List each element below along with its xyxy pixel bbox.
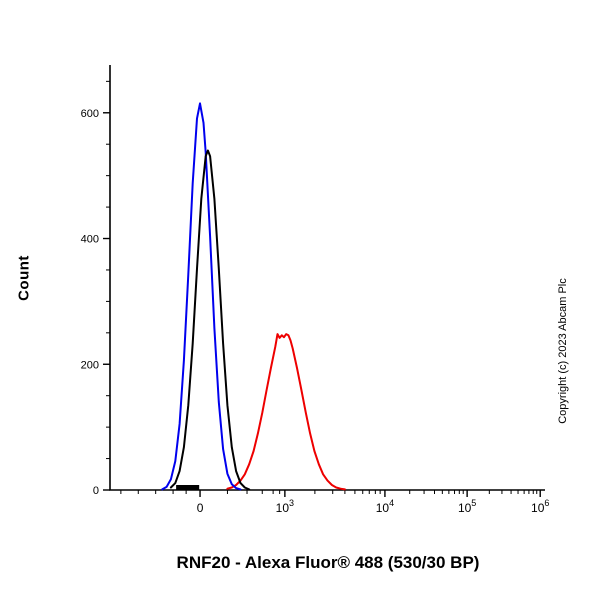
x-axis-ticks: 0 103 104 105 106 xyxy=(120,490,549,515)
series-black-curve xyxy=(169,149,251,491)
y-tick-label: 400 xyxy=(81,234,99,246)
series-blue-curve xyxy=(161,102,242,491)
y-tick-label: 0 xyxy=(93,485,99,497)
x-tick-label: 106 xyxy=(531,498,549,515)
x-tick-label: 103 xyxy=(276,498,294,515)
x-tick-label: 0 xyxy=(197,501,204,515)
x-axis-title: RNF20 - Alexa Fluor® 488 (530/30 BP) xyxy=(176,553,480,572)
copyright-text: Copyright (c) 2023 Abcam Plc xyxy=(557,278,569,424)
y-tick-label: 600 xyxy=(81,108,99,120)
x-tick-label: 104 xyxy=(376,498,394,515)
y-tick-label: 200 xyxy=(81,359,99,371)
series-red-curve xyxy=(226,333,346,491)
y-axis-ticks: 0 200 400 600 xyxy=(81,80,110,497)
baseline-marker xyxy=(176,485,200,490)
axes xyxy=(109,65,545,491)
x-tick-label: 105 xyxy=(458,498,476,515)
